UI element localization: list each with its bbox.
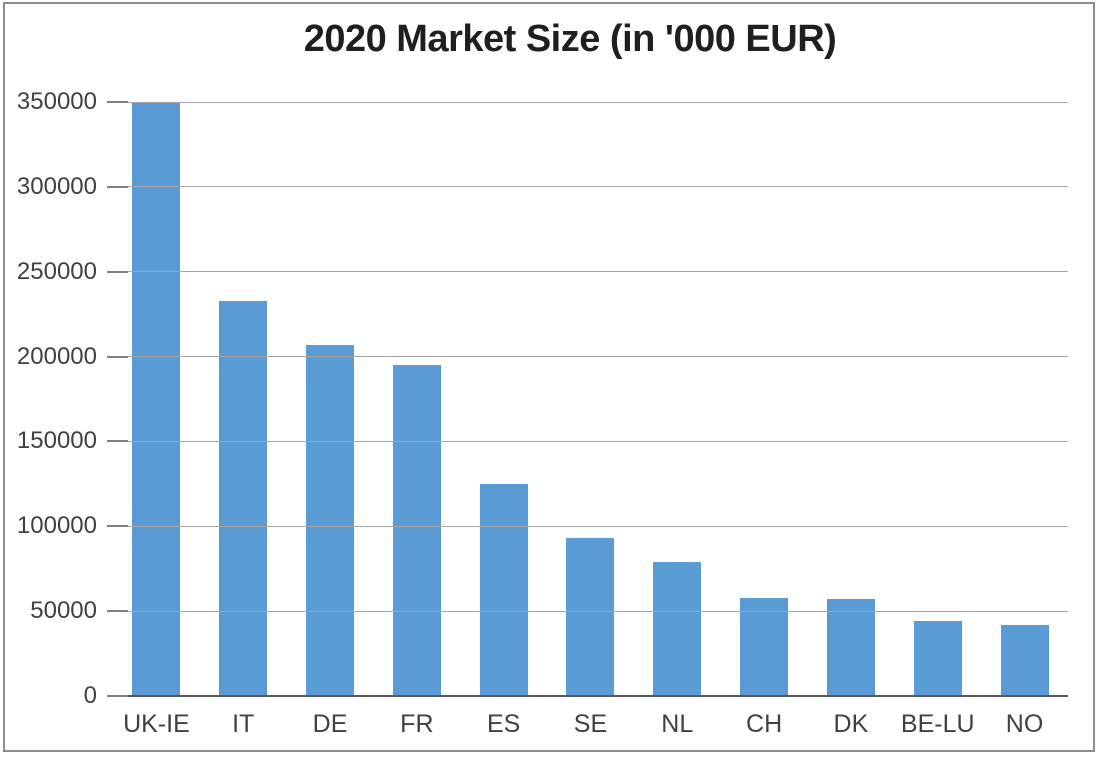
chart-frame: [3, 2, 1095, 752]
x-axis-line: [113, 695, 1068, 697]
bar-NO: [1000, 624, 1049, 696]
bar-slot-UK-IE: [113, 102, 200, 696]
gridline-200000: [113, 356, 1068, 358]
y-axis-labels: 0 50000 100000 150000 200000 250000 300000 3500…: [0, 0, 100, 760]
bar-DK: [826, 599, 875, 696]
y-axis-label-200000: 200000: [16, 342, 97, 370]
bar-FR: [392, 365, 441, 696]
x-axis-label-DE: DE: [312, 710, 348, 738]
x-axis-label-NO: NO: [1005, 710, 1044, 738]
y-axis-label-350000: 350000: [16, 88, 97, 115]
x-axis-label-BE-LU: BE-LU: [900, 710, 975, 738]
y-tick-250000: [107, 270, 128, 273]
chart-title: 2020 Market Size (in '000 EUR): [303, 18, 837, 60]
x-axis-label-SE: SE: [573, 710, 608, 738]
bar-DE: [306, 344, 355, 696]
bar-IT: [219, 300, 268, 696]
bar-slot-IT: [200, 102, 287, 696]
gridline-100000: [113, 525, 1068, 527]
plot-area: [107, 101, 1068, 697]
bar-ES: [479, 483, 528, 696]
bar-slot-CH: [721, 102, 808, 696]
bar-CH: [740, 597, 789, 696]
bar-slot-SE: [547, 102, 634, 696]
bar-slot-ES: [460, 102, 547, 696]
y-tick-150000: [107, 440, 128, 443]
y-axis-label-0: 0: [83, 682, 97, 709]
x-axis-labels: UK-IE IT DE FR ES SE NL CH DK BE-LU NO: [113, 710, 1068, 739]
bar-BE-LU: [913, 621, 962, 696]
x-axis-label-IT: IT: [232, 710, 255, 738]
bar-slot-DE: [287, 102, 374, 696]
x-axis-label-UK-IE: UK-IE: [123, 710, 190, 738]
gridline-150000: [113, 440, 1068, 442]
x-axis-label-FR: FR: [400, 710, 434, 738]
y-axis-label-150000: 150000: [16, 427, 97, 455]
bar-UK-IE: [132, 102, 181, 696]
y-tick-100000: [107, 525, 128, 528]
bar-NL: [653, 561, 702, 696]
gridline-50000: [113, 610, 1068, 612]
x-axis-label-NL: NL: [661, 710, 694, 738]
gridline-300000: [113, 186, 1068, 188]
y-axis-label-300000: 300000: [16, 172, 97, 200]
bar-slot-FR: [373, 102, 460, 696]
x-axis-label-ES: ES: [486, 710, 521, 738]
y-tick-200000: [107, 355, 128, 358]
y-tick-300000: [107, 185, 128, 188]
y-axis-label-100000: 100000: [16, 512, 97, 540]
gridline-250000: [113, 271, 1068, 273]
x-axis-label-DK: DK: [833, 710, 869, 738]
y-tick-0: [107, 695, 128, 697]
bar-SE: [566, 538, 615, 696]
bar-slot-NL: [634, 102, 721, 696]
y-axis-label-50000: 50000: [30, 597, 97, 625]
bar-slot-DK: [808, 102, 895, 696]
y-axis-label-250000: 250000: [16, 257, 97, 285]
bars-row: [113, 102, 1068, 696]
x-axis-label-CH: CH: [746, 710, 783, 738]
bar-slot-NO: [981, 102, 1068, 696]
bar-slot-BE-LU: [894, 102, 981, 696]
y-tick-350000: [107, 101, 128, 103]
gridline-350000: [113, 101, 1068, 103]
y-tick-50000: [107, 610, 128, 613]
